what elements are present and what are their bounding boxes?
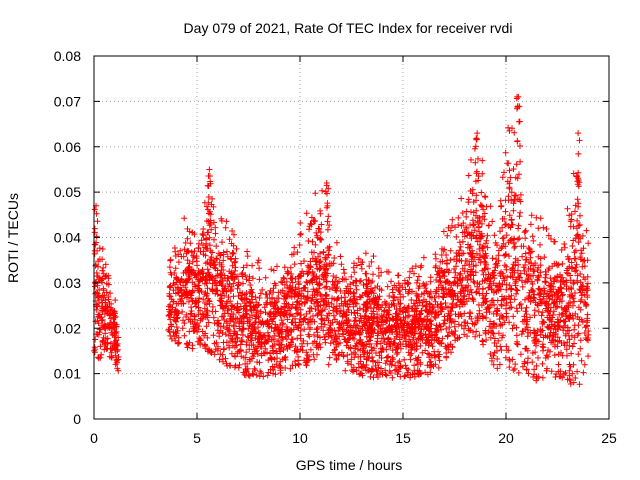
y-tick-label: 0.01 xyxy=(54,366,81,382)
y-tick-label: 0.08 xyxy=(54,48,81,64)
x-tick-label: 10 xyxy=(292,430,308,446)
x-tick-label: 25 xyxy=(601,430,617,446)
x-axis-label: GPS time / hours xyxy=(296,457,403,473)
grid-lines xyxy=(94,56,609,419)
y-tick-label: 0.07 xyxy=(54,93,81,109)
x-tick-label: 0 xyxy=(90,430,98,446)
y-tick-label: 0 xyxy=(73,411,81,427)
chart-title: Day 079 of 2021, Rate Of TEC Index for r… xyxy=(184,20,513,36)
x-tick-label: 20 xyxy=(498,430,514,446)
y-tick-label: 0.04 xyxy=(54,230,81,246)
y-tick-label: 0.03 xyxy=(54,275,81,291)
y-tick-label: 0.05 xyxy=(54,184,81,200)
data-points xyxy=(91,93,592,388)
y-tick-label: 0.06 xyxy=(54,139,81,155)
peak-marker xyxy=(323,180,330,187)
peak-marker xyxy=(575,130,582,137)
y-tick-label: 0.02 xyxy=(54,320,81,336)
peak-marker xyxy=(206,166,213,173)
y-axis-ticks: 0 0.01 0.02 0.03 0.04 0.05 0.06 0.07 0.08 xyxy=(54,48,609,427)
x-tick-label: 15 xyxy=(395,430,411,446)
peak-marker xyxy=(474,130,481,137)
roti-markers xyxy=(91,93,592,388)
x-tick-label: 5 xyxy=(193,430,201,446)
peak-marker xyxy=(515,93,522,100)
x-axis-ticks: 0 5 10 15 20 25 xyxy=(90,56,617,446)
y-axis-label: ROTI / TECUs xyxy=(5,193,21,283)
